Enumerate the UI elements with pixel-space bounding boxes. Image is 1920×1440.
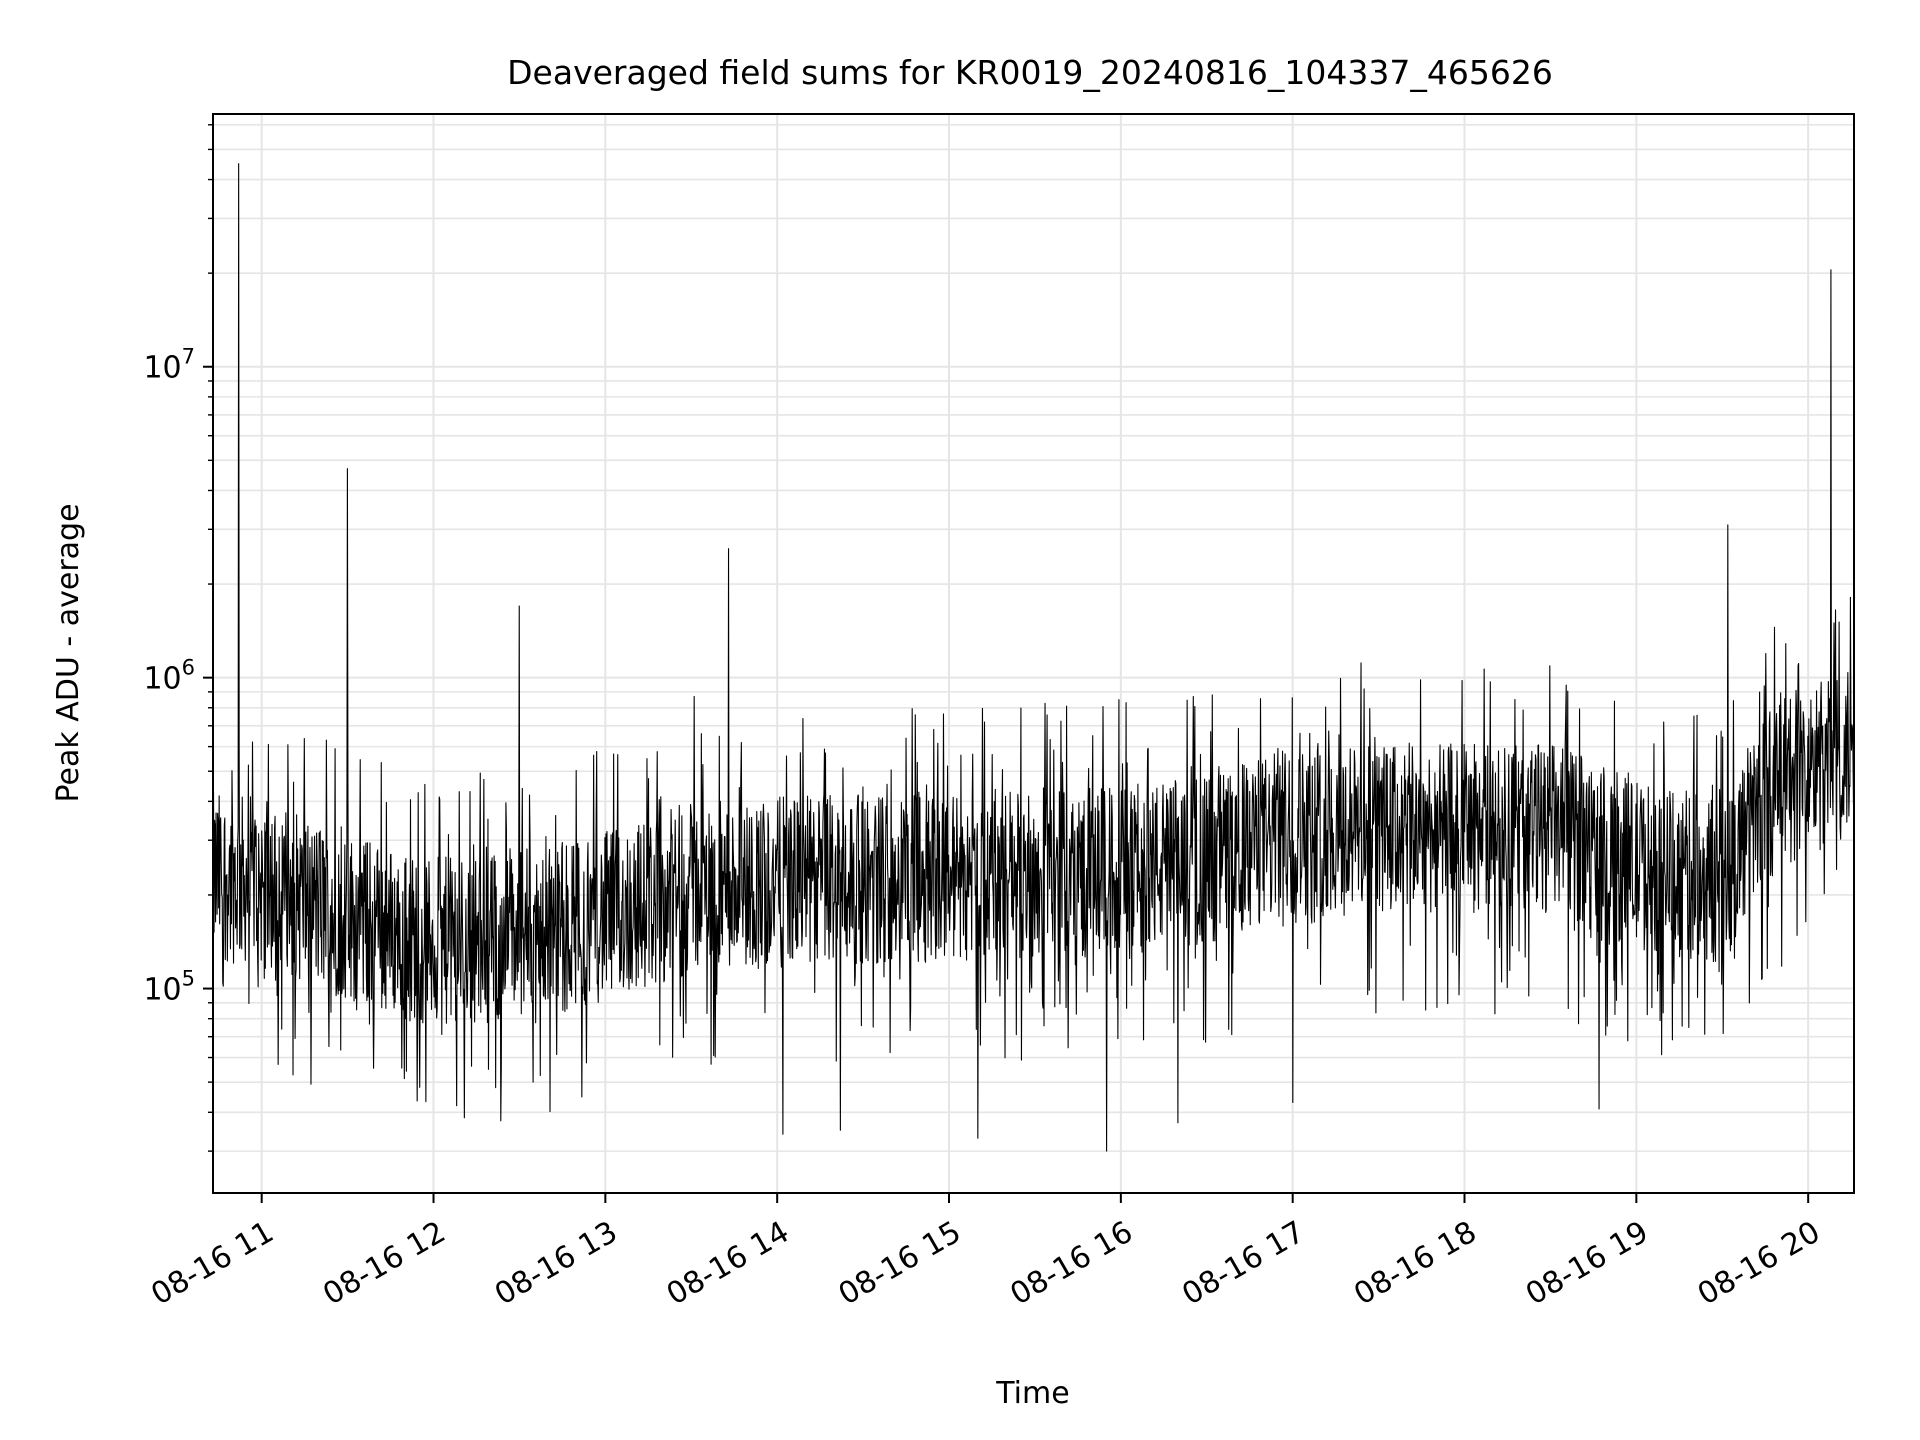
series-line <box>212 163 1855 1152</box>
y-tick-label: 106 <box>143 656 195 697</box>
plot-area-frame <box>212 113 1855 1194</box>
x-axis-label: Time <box>995 1376 1069 1411</box>
y-tick-label: 105 <box>143 967 195 1008</box>
y-axis-ticks: 105 106 107 <box>143 124 213 1152</box>
y-tick-label: 107 <box>143 345 195 386</box>
y-axis-label: Peak ADU - average <box>51 503 86 802</box>
chart-title: Deaveraged field sums for KR0019_2024081… <box>507 53 1553 92</box>
